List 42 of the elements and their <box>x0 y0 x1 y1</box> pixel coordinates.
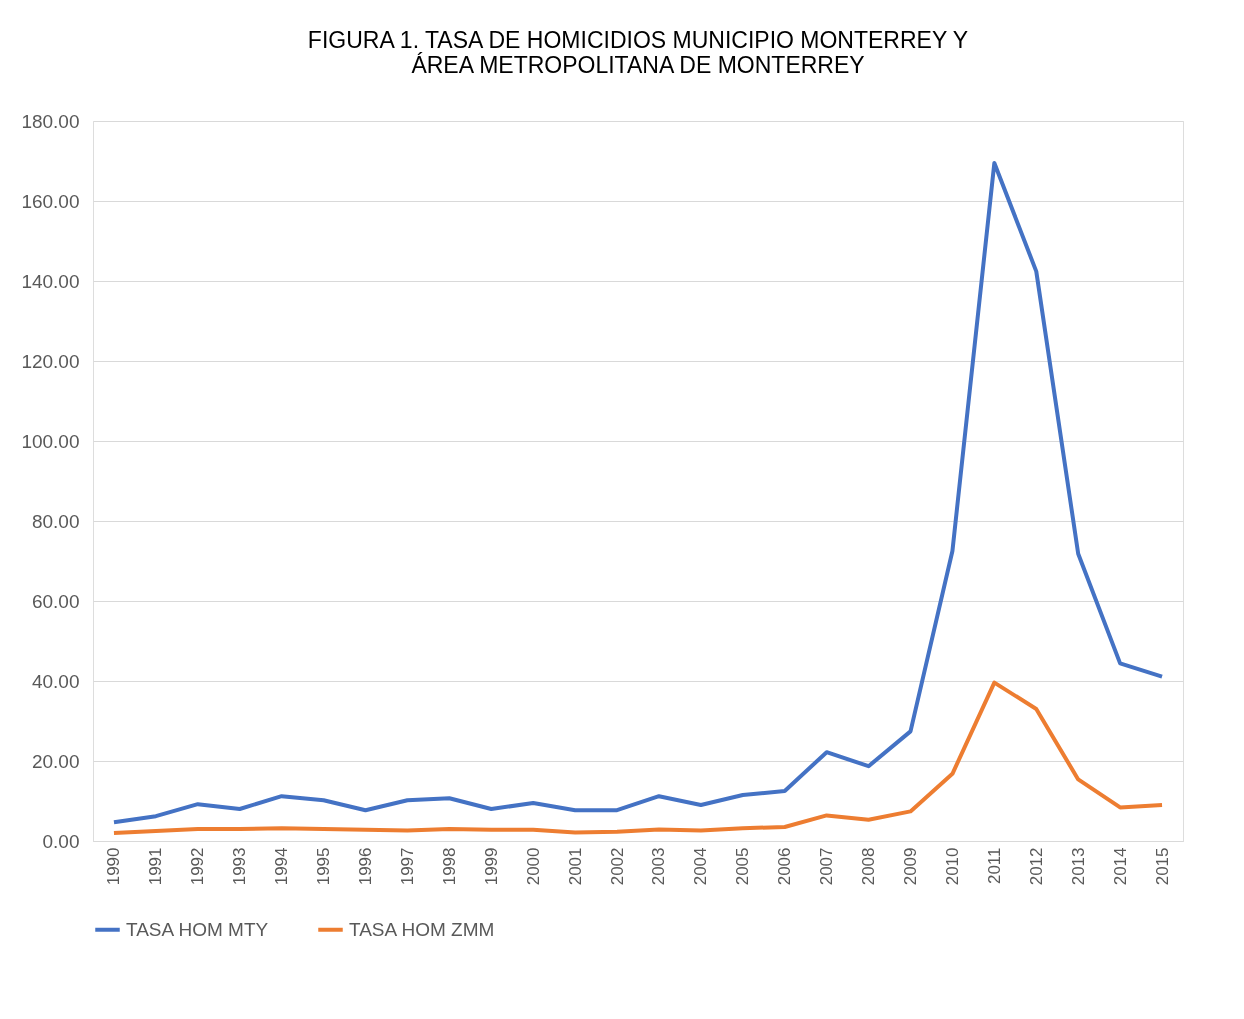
x-tick-label: 1997 <box>397 847 417 886</box>
line-series <box>111 680 1165 835</box>
x-tick-label: 2004 <box>691 847 711 886</box>
x-tick-label: 2011 <box>984 847 1004 885</box>
x-tick-label: 2013 <box>1068 847 1088 886</box>
legend-label: TASA HOM ZMM <box>349 918 495 940</box>
x-tick-label: 2000 <box>523 847 543 886</box>
line-series <box>111 161 1165 825</box>
x-tick-label: 2012 <box>1026 847 1046 886</box>
x-tick-label: 1990 <box>104 847 124 886</box>
x-tick-label: 2014 <box>1110 847 1130 886</box>
x-tick-label: 1992 <box>188 847 208 886</box>
y-tick-label: 180.00 <box>21 110 80 132</box>
x-tick-label: 2007 <box>817 847 837 886</box>
y-tick-label: 160.00 <box>21 190 80 212</box>
y-tick-label: 0.00 <box>42 830 80 852</box>
x-tick-label: 1999 <box>481 847 501 886</box>
y-tick-label: 20.00 <box>31 750 80 772</box>
x-tick-label: 1998 <box>439 847 459 886</box>
x-tick-label: 2015 <box>1152 847 1172 886</box>
x-tick-label: 1991 <box>146 847 166 886</box>
x-tick-label: 1995 <box>314 847 334 886</box>
x-tick-label: 2006 <box>775 847 795 886</box>
text: FIGURA 1. TASA DE HOMICIDIOS MUNICIPIO MONTERREY Y <box>307 27 969 53</box>
x-tick-label: 2002 <box>607 847 627 886</box>
x-tick-label: 2010 <box>942 847 962 886</box>
y-tick-label: 100.00 <box>21 430 80 452</box>
y-tick-label: 140.00 <box>21 270 80 292</box>
x-tick-label: 2009 <box>901 847 920 886</box>
x-tick-label: 2008 <box>859 847 879 886</box>
legend-label: TASA HOM MTY <box>126 918 269 940</box>
x-tick-label: 1996 <box>356 847 375 886</box>
x-tick-label: 2005 <box>733 847 753 886</box>
y-tick-label: 120.00 <box>21 350 80 372</box>
y-tick-label: 60.00 <box>31 590 80 612</box>
text: ÁREA METROPOLITANA DE MONTERREY <box>411 52 865 78</box>
x-tick-label: 2003 <box>649 847 669 886</box>
x-tick-label: 2001 <box>565 847 585 886</box>
y-tick-label: 80.00 <box>31 510 80 532</box>
x-tick-label: 1993 <box>230 847 250 886</box>
y-tick-label: 40.00 <box>31 670 80 692</box>
x-tick-label: 1994 <box>272 847 292 886</box>
